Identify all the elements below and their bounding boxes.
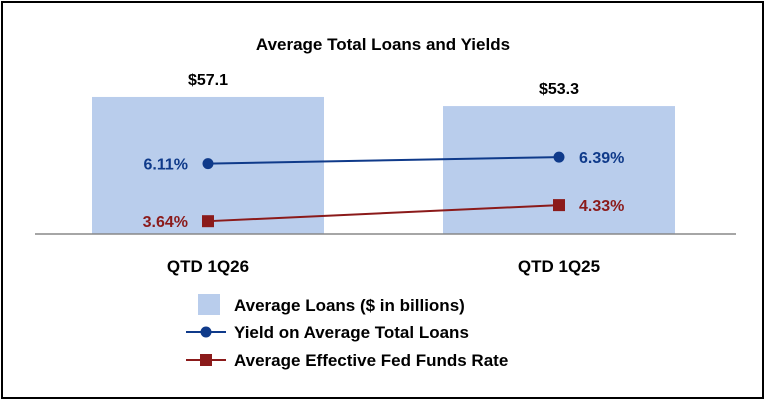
legend-marker-yield — [200, 326, 212, 338]
series-1-point — [202, 158, 214, 170]
series-2-point — [202, 215, 214, 228]
series-line-1 — [207, 156, 560, 165]
series-1-data-label: 6.39% — [579, 150, 624, 167]
category-label: QTD 1Q25 — [518, 257, 600, 276]
legend-label-loans: Average Loans ($ in billions) — [234, 296, 465, 315]
series-2-data-label: 4.33% — [579, 198, 624, 215]
bar-series: $57.1 $53.3 — [92, 72, 675, 235]
series-line-2 — [207, 204, 560, 223]
category-label: QTD 1Q26 — [167, 257, 249, 276]
legend-label-yield: Yield on Average Total Loans — [234, 323, 469, 342]
series-1-data-label: 6.11% — [144, 157, 188, 174]
category-labels: QTD 1Q26 QTD 1Q25 — [167, 257, 600, 276]
series-2-data-label: 3.64% — [143, 214, 188, 231]
bar-value-label: $57.1 — [188, 72, 228, 89]
chart-title: Average Total Loans and Yields — [256, 35, 510, 54]
legend-label-fed-funds: Average Effective Fed Funds Rate — [234, 351, 508, 370]
line-series-group: 6.11% 6.39% 3.64% 4.33% — [143, 150, 625, 231]
bar-2 — [443, 106, 675, 234]
legend-marker-fed-funds — [200, 354, 212, 366]
series-1-point — [553, 151, 565, 163]
series-2-point — [553, 199, 565, 212]
legend-swatch-loans — [198, 294, 220, 315]
legend: Average Loans ($ in billions) Yield on A… — [186, 294, 508, 370]
bar-value-label: $53.3 — [539, 81, 579, 98]
